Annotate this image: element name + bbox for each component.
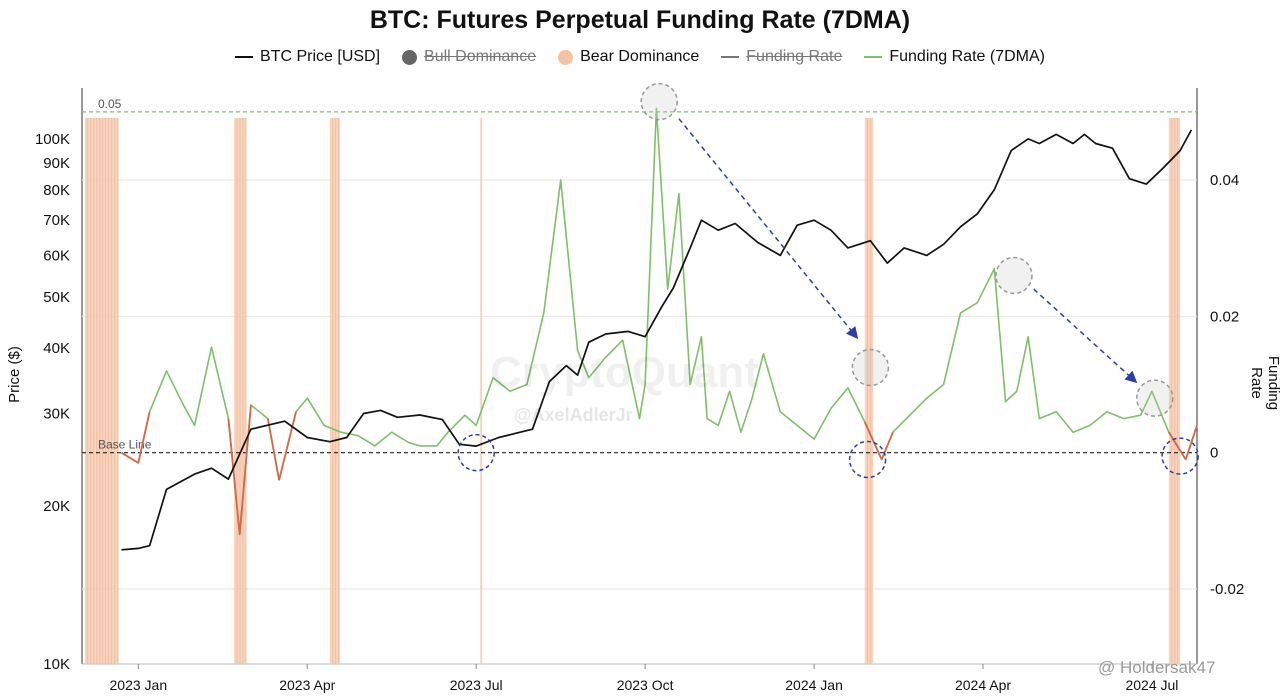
bear-dominance-bar (329, 118, 340, 664)
legend-item-funding-rate[interactable]: Funding Rate (721, 48, 842, 66)
peak-highlight-circle (851, 348, 890, 387)
y-left-tick-label: 20K (43, 498, 70, 515)
dot-swatch-icon (558, 49, 574, 65)
watermark-handle: @AxelAdlerJr (514, 405, 633, 425)
series-funding-rate-7dma (120, 107, 1198, 536)
series-funding-negative-segment (137, 411, 151, 464)
x-tick-label: 2024 Jul (1125, 677, 1178, 693)
y-left-tick-label: 70K (43, 212, 70, 229)
line-swatch-icon (721, 56, 740, 58)
bear-dominance-bar (864, 118, 874, 664)
y-left-tick-label: 80K (43, 182, 70, 199)
legend-label: BTC Price [USD] (260, 48, 381, 65)
y-left-tick-label: 100K (35, 131, 70, 148)
peak-highlight-circle (640, 82, 678, 121)
y-left-tick-label: 50K (43, 289, 70, 306)
legend-item-bear-dominance[interactable]: Bear Dominance (558, 48, 699, 66)
baseline-highlight-circle (1161, 437, 1199, 475)
watermark-logo: CryptoQuant (490, 348, 759, 397)
series-funding-negative-segment (278, 411, 297, 481)
x-tick-label: 2023 Jul (450, 677, 503, 693)
series-funding-negative-segment (1184, 425, 1198, 460)
x-tick-label: 2023 Oct (617, 677, 674, 693)
x-tick-label: 2024 Apr (955, 677, 1011, 693)
chart-title: BTC: Futures Perpetual Funding Rate (7DM… (369, 6, 911, 34)
reference-label-0-05: 0.05 (98, 97, 122, 111)
legend-item-btc-price[interactable]: BTC Price [USD] (235, 48, 380, 66)
bear-dominance-bar-group (329, 118, 340, 664)
x-tick-label: 2023 Apr (279, 677, 335, 693)
y-left-tick-label: 60K (43, 247, 70, 264)
series-funding-negative-segment (227, 418, 241, 535)
y-right-tick-label: 0.02 (1210, 308, 1239, 325)
legend-label: Funding Rate (7DMA) (889, 48, 1045, 65)
y-left-tick-label: 10K (43, 656, 70, 673)
base-line-label: Base Line (98, 438, 152, 452)
trend-arrow (678, 118, 859, 340)
series-funding-negative-segment (266, 418, 280, 481)
y-right-tick-label: -0.02 (1210, 581, 1244, 598)
legend-label: Bear Dominance (580, 48, 700, 65)
series-funding-negative-segment (120, 451, 139, 464)
y-axis-right-label: Funding Rate (1248, 355, 1280, 411)
baseline-highlight-circle (848, 440, 887, 479)
peak-highlight-circle (995, 256, 1033, 295)
trend-arrow (1033, 288, 1138, 384)
series-btc-price (121, 129, 1193, 551)
series-funding-negative-segment (863, 421, 883, 460)
bear-dominance-bar (84, 118, 119, 664)
legend-item-funding-rate-7dma[interactable]: Funding Rate (7DMA) (864, 48, 1045, 66)
dot-swatch-icon (402, 49, 418, 65)
baseline-highlight-circle (457, 433, 495, 472)
legend-label: Bull Dominance (424, 48, 537, 65)
line-swatch-icon (864, 56, 883, 58)
legend: BTC Price [USD] Bull Dominance Bear Domi… (0, 48, 1280, 66)
y-axis-left-label: Price ($) (5, 346, 23, 403)
watermark-source: @ Holdersak47 (1098, 658, 1216, 677)
legend-label: Funding Rate (746, 48, 843, 65)
series-funding-negative-segment (880, 431, 894, 460)
y-right-tick-label: 0.04 (1210, 172, 1239, 189)
y-left-tick-label: 90K (43, 155, 70, 172)
line-swatch-icon (235, 56, 254, 58)
peak-highlight-circle (1136, 379, 1174, 417)
bear-dominance-bar-group (234, 118, 247, 664)
bear-dominance-bar (480, 118, 483, 664)
x-tick-label: 2024 Jan (785, 677, 843, 693)
y-left-tick-label: 30K (43, 405, 70, 422)
bear-dominance-bar-group (84, 118, 119, 664)
series-funding-negative-segment (238, 404, 252, 535)
y-left-tick-label: 40K (43, 340, 70, 357)
series-funding-negative-segment (1168, 431, 1187, 460)
legend-item-bull-dominance[interactable]: Bull Dominance (402, 48, 536, 66)
bear-dominance-bar (1168, 118, 1181, 664)
bear-dominance-bar-group (864, 118, 874, 664)
y-right-tick-label: 0 (1210, 445, 1218, 462)
bear-dominance-bar-group (480, 118, 483, 664)
x-tick-label: 2023 Jan (110, 677, 168, 693)
